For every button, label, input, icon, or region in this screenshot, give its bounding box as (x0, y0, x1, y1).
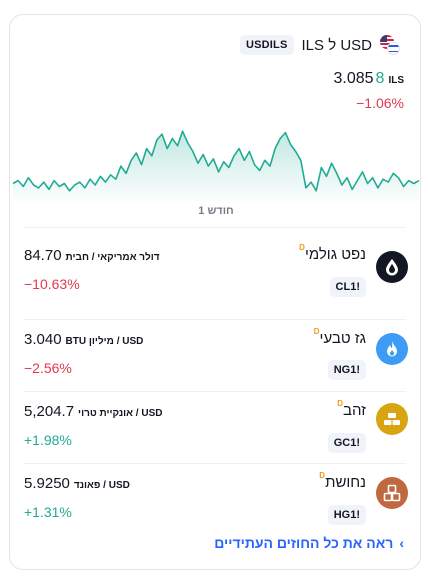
future-change: −10.63% (24, 276, 80, 292)
divider (24, 227, 406, 228)
see-all-futures-link[interactable]: ראה את כל החוזים העתידיים › (214, 535, 404, 551)
pair-ticker-badge[interactable]: USDILS (239, 35, 294, 55)
future-value-line: 3.040 USD / מיליון BTU (24, 331, 143, 348)
future-value-line: 5,204.7 USD / אונקיית טרוי (24, 403, 162, 420)
future-unit: USD / פאונד (73, 480, 130, 491)
pair-name[interactable]: USD ל ILS (301, 36, 372, 54)
future-symbol-badge[interactable]: CL1! (329, 277, 366, 297)
future-value-line: 5.9250 USD / פאונד (24, 475, 130, 492)
future-name[interactable]: נפט גולמיD (299, 243, 366, 263)
future-unit: USD / אונקיית טרוי (78, 408, 163, 419)
futures-row-copper[interactable]: נחושתD HG1! 5.9250 USD / פאונד +1.31% (24, 463, 408, 535)
futures-widget-card: USD ל ILS USDILS 3.085 8 ILS −1.06% חודש … (9, 14, 421, 570)
future-name[interactable]: זהבD (337, 399, 366, 419)
flame-icon (376, 333, 408, 365)
chevron-right-icon: › (399, 535, 404, 551)
future-value-line: 84.70 דולר אמריקאי / חבית (24, 247, 160, 264)
price-last-digit: 8 (375, 70, 385, 87)
future-unit: USD / מיליון BTU (65, 336, 144, 347)
future-value: 84.70 (24, 247, 62, 264)
price-unit: ILS (388, 75, 404, 86)
future-name[interactable]: גז טבעיD (313, 327, 366, 347)
futures-row-gold[interactable]: זהבD GC1! 5,204.7 USD / אונקיית טרוי +1.… (24, 391, 408, 463)
price-area-chart[interactable] (12, 115, 420, 205)
future-symbol-badge[interactable]: HG1! (327, 505, 366, 525)
pair-change: −1.06% (356, 95, 404, 111)
future-unit: דולר אמריקאי / חבית (65, 252, 160, 263)
pair-price: 3.085 8 ILS (333, 70, 404, 88)
futures-row-natural-gas[interactable]: גז טבעיD NG1! 3.040 USD / מיליון BTU −2.… (24, 319, 408, 391)
us-israel-flag-icon (380, 35, 400, 55)
currency-pair-header[interactable]: USD ל ILS USDILS (239, 35, 400, 55)
chart-period-label[interactable]: חודש 1 (198, 205, 234, 217)
delayed-badge: D (319, 471, 326, 480)
price-main: 3.085 (333, 70, 374, 87)
futures-row-crude-oil[interactable]: נפט גולמיD CL1! 84.70 דולר אמריקאי / חבי… (24, 243, 408, 315)
future-change: +1.98% (24, 432, 72, 448)
delayed-badge: D (337, 399, 343, 408)
future-change: −2.56% (24, 360, 72, 376)
delayed-badge: D (313, 327, 320, 336)
future-symbol-badge[interactable]: GC1! (327, 433, 366, 453)
future-value: 3.040 (24, 331, 62, 348)
copper-cubes-icon (376, 477, 408, 509)
divider (24, 463, 406, 464)
delayed-badge: D (299, 243, 305, 252)
gold-bars-icon (376, 403, 408, 435)
chart-area-fill (13, 131, 419, 205)
future-value: 5.9250 (24, 475, 70, 492)
future-name[interactable]: נחושתD (319, 471, 366, 491)
oil-drop-icon (376, 251, 408, 283)
chart-series-line (12, 130, 420, 192)
future-symbol-badge[interactable]: NG1! (327, 360, 366, 380)
divider (24, 391, 406, 392)
future-value: 5,204.7 (24, 403, 75, 420)
future-change: +1.31% (24, 504, 72, 520)
see-all-label: ראה את כל החוזים העתידיים (214, 535, 394, 551)
divider (24, 319, 406, 320)
